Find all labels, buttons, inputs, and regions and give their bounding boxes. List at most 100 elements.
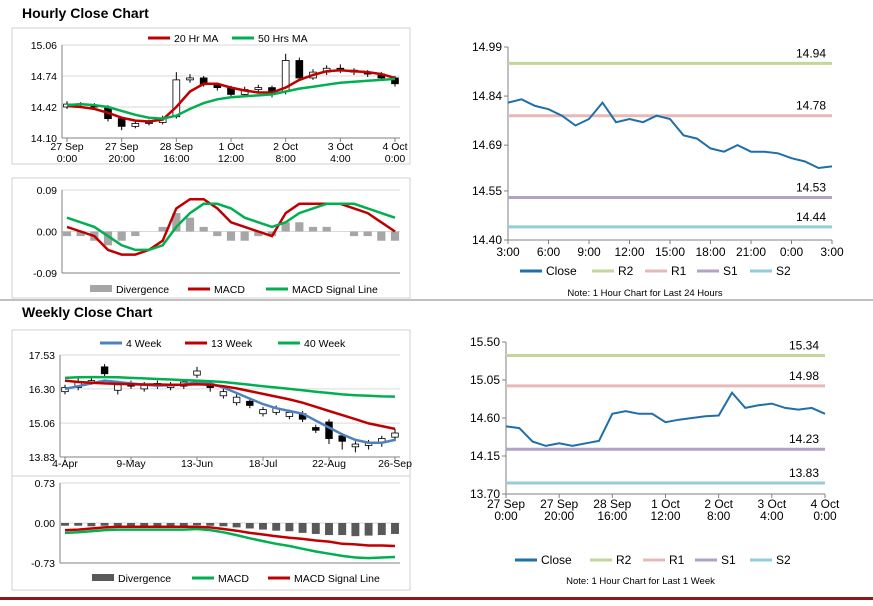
chart-note: Note: 1 Hour Chart for Last 24 Hours: [567, 288, 722, 299]
x-tick-label: 22-Aug: [312, 458, 346, 470]
bar: [285, 523, 294, 532]
y-tick-label: 17.53: [29, 350, 55, 362]
bar: [295, 222, 304, 232]
bar: [351, 523, 360, 537]
legend-label: Divergence: [118, 573, 171, 585]
x-tick-label: 18:00: [695, 245, 725, 259]
legend-label: 40 Week: [304, 338, 346, 350]
bar: [61, 523, 69, 526]
bar: [87, 523, 96, 527]
candle-body: [391, 77, 399, 85]
y-tick-label: 14.99: [472, 40, 502, 54]
section-title: Weekly Close Chart: [22, 304, 153, 320]
legend-label: S2: [776, 553, 791, 567]
series-line: [64, 527, 396, 560]
pivot-label: 14.98: [789, 369, 819, 383]
pivot-label: 14.53: [796, 180, 826, 194]
panel-border: [11, 177, 411, 299]
legend-label: MACD: [218, 573, 249, 585]
series-line: [64, 379, 396, 431]
series-line: [66, 68, 396, 123]
panel-border: [11, 329, 411, 477]
bar: [158, 226, 167, 232]
bar: [254, 231, 263, 237]
y-tick-label: 0.73: [35, 478, 56, 490]
candle-body: [219, 391, 228, 397]
candle-body: [100, 366, 109, 375]
bar: [259, 523, 267, 530]
x-tick-label: 3:00: [820, 245, 844, 259]
bar: [219, 523, 228, 527]
bar: [131, 231, 140, 237]
bar: [391, 523, 399, 534]
panel-border: [11, 475, 411, 591]
y-tick-label: 14.69: [472, 138, 502, 152]
pivot-label: 14.23: [789, 432, 819, 446]
bar: [153, 523, 162, 526]
legend-label: S2: [776, 264, 791, 278]
x-tick-label: 26-Sep: [378, 458, 412, 470]
legend-label: 13 Week: [211, 338, 253, 350]
bar: [172, 213, 181, 232]
legend-label: S1: [723, 264, 738, 278]
x-tick-label: 18-Jul: [249, 458, 278, 470]
bar: [363, 231, 372, 237]
candle-body: [131, 123, 140, 127]
x-tick-label: 27 Sep 20:00: [540, 497, 578, 523]
candle-body: [391, 432, 399, 438]
x-tick-label: 0:00: [780, 245, 804, 259]
bar: [76, 231, 85, 237]
bar: [166, 523, 175, 526]
pivot-label: 14.78: [796, 99, 826, 113]
bar: [226, 231, 236, 241]
candle-body: [254, 87, 263, 90]
candle-body: [312, 427, 320, 431]
bar: [100, 523, 109, 526]
bar: [206, 523, 215, 526]
bar: [338, 523, 347, 536]
bar: [311, 523, 320, 534]
legend-swatch: [90, 285, 112, 292]
x-tick-label: 27 Sep 0:00: [50, 141, 83, 165]
x-tick-label: 3 Oct 4:00: [328, 141, 353, 165]
bar: [272, 523, 281, 531]
candle-body: [61, 387, 69, 393]
y-tick-label: 0.00: [37, 227, 58, 239]
y-tick-label: 0.09: [37, 185, 58, 197]
bar: [308, 226, 318, 232]
bar: [377, 523, 386, 536]
pivot-label: 13.83: [789, 466, 819, 480]
bar: [179, 523, 188, 526]
bar: [199, 226, 208, 232]
bar: [390, 231, 400, 241]
x-tick-label: 2 Oct 8:00: [273, 141, 298, 165]
x-tick-label: 4 Oct 0:00: [382, 141, 407, 165]
bar: [377, 231, 386, 241]
y-tick-label: 15.50: [470, 335, 500, 349]
footer-rule: [0, 597, 873, 600]
x-tick-label: 28 Sep 16:00: [593, 497, 631, 523]
legend-label: Close: [546, 264, 577, 278]
candle-body: [325, 421, 333, 439]
legend-swatch: [92, 574, 114, 581]
series-line: [66, 202, 396, 252]
candle-body: [186, 77, 194, 81]
y-tick-label: 14.60: [470, 411, 500, 425]
legend-label: R2: [616, 553, 632, 567]
pivot-label: 15.34: [789, 339, 819, 353]
candle-body: [338, 435, 346, 442]
y-tick-label: 16.30: [29, 384, 55, 396]
candle-body: [172, 79, 181, 118]
candle-body: [285, 411, 294, 417]
bar: [62, 231, 72, 237]
bar: [213, 231, 222, 237]
bar: [113, 523, 122, 526]
bar: [298, 523, 307, 533]
legend-label: 4 Week: [126, 338, 162, 350]
candle-body: [114, 384, 122, 391]
bar: [245, 523, 254, 529]
bar: [349, 231, 359, 237]
candle-body: [295, 60, 304, 79]
legend-label: R1: [669, 553, 685, 567]
x-tick-label: 4-Apr: [52, 458, 78, 470]
